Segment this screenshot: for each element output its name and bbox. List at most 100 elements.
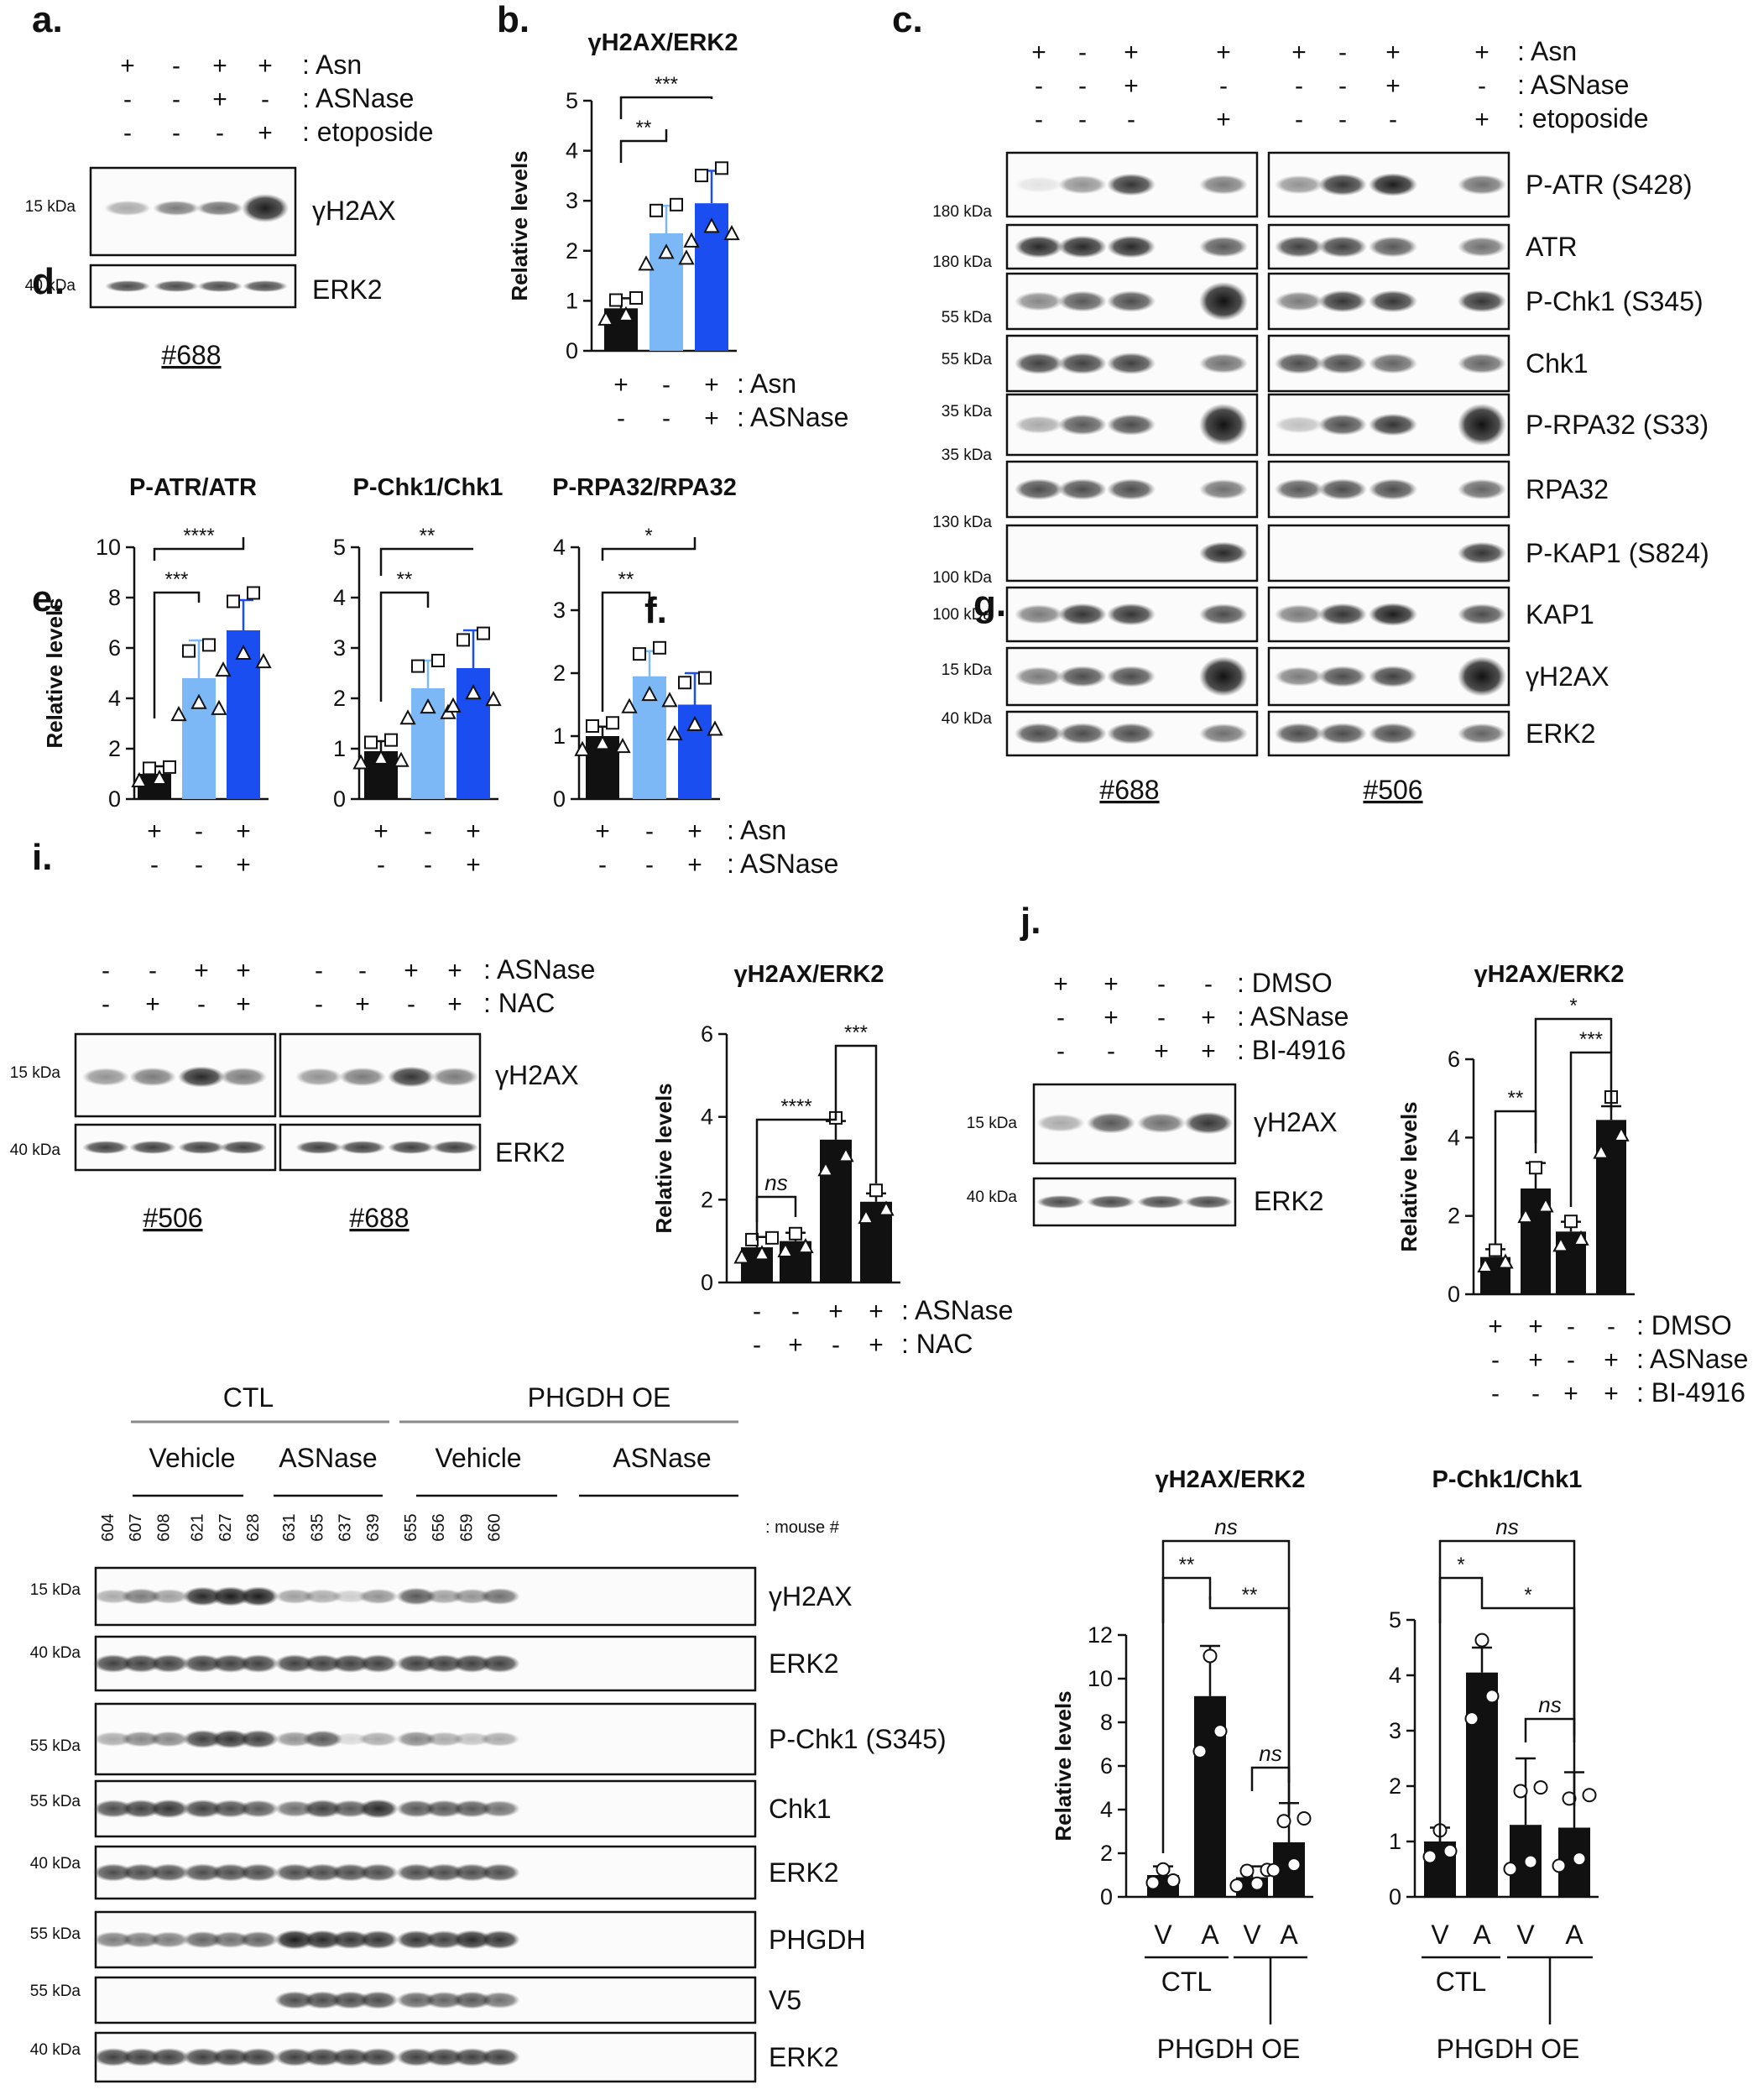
significance-bracket xyxy=(1438,1576,1484,1623)
marker-label: 15 kDa xyxy=(10,1064,61,1082)
blot-band xyxy=(182,1586,223,1606)
condition-sign: + xyxy=(1103,970,1119,998)
blot-band xyxy=(182,1800,223,1818)
data-point xyxy=(1564,1215,1578,1229)
data-point xyxy=(1537,1197,1554,1213)
blot-band xyxy=(1107,723,1156,744)
condition-sign: + xyxy=(1385,39,1401,66)
group-label: CTL xyxy=(1436,1967,1486,1997)
condition-sign: - xyxy=(1157,970,1166,998)
condition-sign: - xyxy=(1338,72,1347,100)
condition-sign: + xyxy=(1031,39,1046,66)
blot-band xyxy=(153,201,200,216)
data-point xyxy=(707,720,723,736)
blot-band xyxy=(182,1863,223,1882)
panel-label-g: g. xyxy=(973,583,1006,624)
blot-band xyxy=(1015,666,1063,687)
blot-band xyxy=(210,1931,251,1948)
marker-label: 40 kDa xyxy=(942,710,993,728)
blot-band xyxy=(302,1589,343,1604)
data-point xyxy=(1266,1862,1281,1878)
blot-band xyxy=(1036,1114,1085,1132)
x-condition-sign: - xyxy=(832,1331,840,1359)
blot-band xyxy=(451,2048,493,2066)
x-condition-sign: - xyxy=(1491,1380,1500,1408)
data-point xyxy=(858,1209,874,1225)
data-point xyxy=(653,640,666,655)
condition-sign: + xyxy=(1216,39,1231,66)
x-condition-sign: + xyxy=(236,851,251,879)
data-point xyxy=(695,169,708,183)
blot-band xyxy=(178,1141,225,1154)
significance-label: * xyxy=(1524,1584,1531,1606)
data-point xyxy=(420,697,436,714)
data-point xyxy=(1192,1744,1208,1759)
x-condition-sign: + xyxy=(1488,1313,1503,1340)
mouse-id: 659 xyxy=(457,1513,476,1541)
condition-sign: + xyxy=(1291,39,1307,66)
marker-label: 55 kDa xyxy=(30,1737,81,1755)
y-axis-label: Relative levels xyxy=(42,598,67,748)
chart-title: γH2AX/ERK2 xyxy=(1156,1466,1306,1493)
marker-label: 40 kDa xyxy=(30,1644,81,1662)
y-tick-label: 3 xyxy=(333,635,346,661)
blot-band xyxy=(274,2048,316,2066)
blot-band xyxy=(1318,478,1367,500)
marker-label: 100 kDa xyxy=(932,606,992,624)
x-condition-sign: - xyxy=(662,405,670,432)
blot-band xyxy=(302,1730,343,1748)
data-point xyxy=(477,626,490,640)
significance-bracket xyxy=(1161,1539,1291,1853)
x-condition-label: : ASNase xyxy=(727,849,838,879)
data-point xyxy=(614,738,631,754)
blot-band xyxy=(1275,604,1323,624)
significance-bracket xyxy=(601,537,697,561)
condition-label: : ASNase xyxy=(1237,1001,1349,1032)
blot-band xyxy=(357,1799,399,1819)
marker-label: 100 kDa xyxy=(932,569,992,587)
blot-band xyxy=(357,1991,399,2009)
y-tick-label: 2 xyxy=(1448,1204,1460,1229)
blot-band xyxy=(396,2048,436,2066)
subgroup-label: ASNase xyxy=(613,1443,711,1473)
protein-label: V5 xyxy=(769,1985,801,2015)
group-label: PHGDH OE xyxy=(1157,2034,1301,2064)
x-condition-sign: + xyxy=(147,818,162,845)
condition-sign: - xyxy=(1078,39,1087,66)
significance-bracket xyxy=(601,591,651,712)
data-point xyxy=(703,217,720,233)
blot-band xyxy=(451,1654,493,1673)
blot-band xyxy=(396,1991,436,2009)
blot-band xyxy=(1058,603,1107,626)
blot-band xyxy=(1015,604,1063,624)
blot-band xyxy=(1087,1195,1135,1209)
mouse-id: 627 xyxy=(217,1513,235,1541)
blot-band xyxy=(93,1931,133,1948)
data-point xyxy=(1474,1632,1490,1648)
x-condition-sign: + xyxy=(595,818,610,845)
blot-band xyxy=(1058,353,1107,374)
y-tick-label: 8 xyxy=(1100,1710,1113,1735)
marker-label: 55 kDa xyxy=(30,1925,81,1943)
condition-sign: - xyxy=(1056,1004,1065,1032)
protein-label: PHGDH xyxy=(769,1925,866,1955)
y-axis-label: Relative levels xyxy=(507,150,532,300)
x-condition-sign: - xyxy=(195,818,203,845)
x-condition-label: : ASNase xyxy=(1636,1344,1748,1374)
data-point xyxy=(678,676,691,690)
condition-label: : ASNase xyxy=(1517,70,1629,100)
protein-label: P-KAP1 (S824) xyxy=(1526,538,1709,568)
protein-label: P-RPA32 (S33) xyxy=(1526,410,1709,440)
blot-band xyxy=(149,1863,190,1882)
x-category-label: V xyxy=(1431,1920,1449,1950)
blot-band xyxy=(93,2048,133,2066)
data-point xyxy=(393,751,410,767)
blot-band xyxy=(1199,479,1248,499)
significance-label: ** xyxy=(1179,1554,1195,1576)
x-condition-sign: - xyxy=(424,818,432,845)
condition-sign: + xyxy=(236,990,251,1018)
data-point xyxy=(1203,1648,1218,1664)
blot-band xyxy=(295,1141,342,1154)
condition-sign: - xyxy=(123,86,132,113)
protein-label: ERK2 xyxy=(769,1857,839,1888)
